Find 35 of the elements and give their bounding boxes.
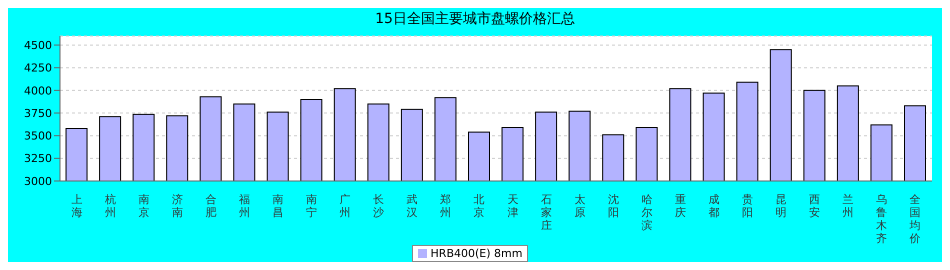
x-tick-label: 成都: [708, 193, 720, 219]
x-tick-label: 郑州: [440, 193, 452, 219]
x-tick-label: 南昌: [272, 193, 284, 219]
x-tick-label: 杭州: [104, 193, 116, 219]
y-tick-label: 4250: [24, 62, 52, 75]
x-tick-label: 济南: [172, 193, 183, 219]
x-tick-label: 昆明: [776, 193, 787, 219]
x-tick-label: 西安: [809, 193, 820, 219]
x-tick-label: 乌鲁木齐: [876, 193, 888, 245]
x-tick-label: 太原: [574, 193, 586, 219]
x-tick-label: 广州: [340, 193, 351, 219]
x-tick-label: 上海: [71, 193, 82, 219]
y-tick-label: 3250: [24, 152, 52, 166]
x-tick-label: 福州: [238, 193, 250, 219]
x-tick-label: 长沙: [373, 193, 384, 219]
y-tick-label: 3500: [24, 130, 52, 143]
chart-title: 15日全国主要城市盘螺价格汇总: [374, 10, 576, 29]
y-tick-label: 4500: [24, 38, 52, 52]
x-tick-label: 天津: [507, 193, 518, 219]
x-tick-label: 石家庄: [540, 193, 552, 232]
y-tick-label: 3750: [24, 106, 52, 120]
x-tick-label: 沈阳: [608, 193, 619, 219]
x-tick-label: 北京: [474, 193, 485, 219]
x-tick-label: 武汉: [406, 193, 418, 219]
x-tick-label: 贵阳: [742, 193, 754, 219]
x-tick-label: 合肥: [205, 193, 216, 219]
x-tick-label: 南宁: [306, 193, 318, 219]
x-tick-label: 兰州: [842, 193, 854, 219]
y-tick-label: 3000: [24, 174, 52, 188]
x-tick-label: 哈尔滨: [641, 193, 652, 232]
x-tick-label: 全国均价: [908, 193, 921, 245]
y-tick-label: 4000: [24, 84, 52, 98]
x-tick-label: 重庆: [674, 193, 686, 219]
legend-label: HRB400(E) 8mm: [412, 245, 528, 262]
x-tick-label: 南京: [138, 193, 150, 219]
